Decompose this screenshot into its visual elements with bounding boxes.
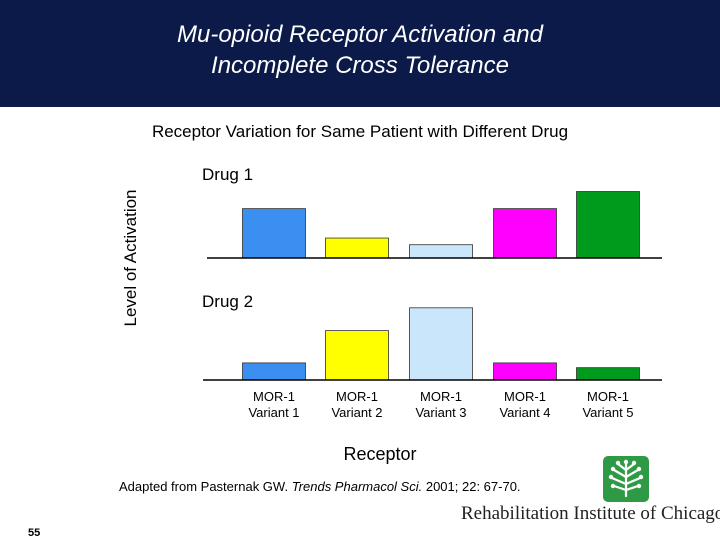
bar-drug2-variant2	[325, 330, 389, 381]
panel-label-drug-2: Drug 2	[202, 292, 254, 311]
x-tick-label-line: Variant 1	[248, 405, 300, 420]
x-tick-label-line: Variant 2	[331, 405, 383, 420]
x-tick-label-line: MOR-1	[336, 389, 378, 404]
x-tick-label: MOR-1 Variant 2	[312, 389, 402, 421]
citation-details: 2001; 22: 67-70.	[422, 479, 521, 494]
bar-drug1-variant4	[493, 208, 557, 259]
x-axis-label: Receptor	[343, 444, 417, 464]
bar-drug1-variant3	[409, 244, 473, 259]
x-tick-label: MOR-1 Variant 4	[480, 389, 570, 421]
slide-title-line-2: Incomplete Cross Tolerance	[211, 52, 509, 79]
x-tick-label: MOR-1 Variant 5	[563, 389, 653, 421]
x-tick-label: MOR-1 Variant 1	[229, 389, 319, 421]
slide-title: Mu-opioid Receptor Activation and Incomp…	[60, 19, 660, 81]
bar-drug2-variant4	[493, 362, 557, 381]
citation-journal: Trends Pharmacol Sci.	[291, 479, 423, 494]
title-banner	[0, 0, 720, 107]
bar-drug1-variant2	[325, 237, 389, 259]
citation-author: Adapted from Pasternak GW.	[119, 479, 292, 494]
x-tick-label: MOR-1 Variant 3	[396, 389, 486, 421]
x-tick-label-line: Variant 4	[499, 405, 551, 420]
bar-drug1-variant5	[576, 191, 640, 259]
logo-text: Rehabilitation Institute of Chicago	[461, 503, 720, 524]
tree-logo-icon	[603, 456, 649, 502]
x-tick-label-line: Variant 5	[582, 405, 634, 420]
x-tick-label-line: MOR-1	[420, 389, 462, 404]
bar-drug1-variant1	[242, 208, 306, 259]
citation: Adapted from Pasternak GW. Trends Pharma…	[100, 479, 659, 494]
x-tick-label-line: MOR-1	[587, 389, 629, 404]
x-tick-label-line: Variant 3	[415, 405, 467, 420]
bar-drug2-variant5	[576, 367, 640, 381]
slide-title-line-1: Mu-opioid Receptor Activation and	[177, 21, 543, 48]
logo-wordmark: Rehabilitation Institute of Chicago	[461, 503, 720, 525]
bar-drug2-variant3	[409, 307, 473, 381]
slide-number: 55	[28, 527, 41, 539]
x-tick-label-line: MOR-1	[253, 389, 295, 404]
bar-drug2-variant1	[242, 362, 306, 381]
panel-label-drug-1: Drug 1	[202, 165, 254, 184]
chart-subtitle: Receptor Variation for Same Patient with…	[151, 122, 569, 141]
x-tick-label-line: MOR-1	[504, 389, 546, 404]
